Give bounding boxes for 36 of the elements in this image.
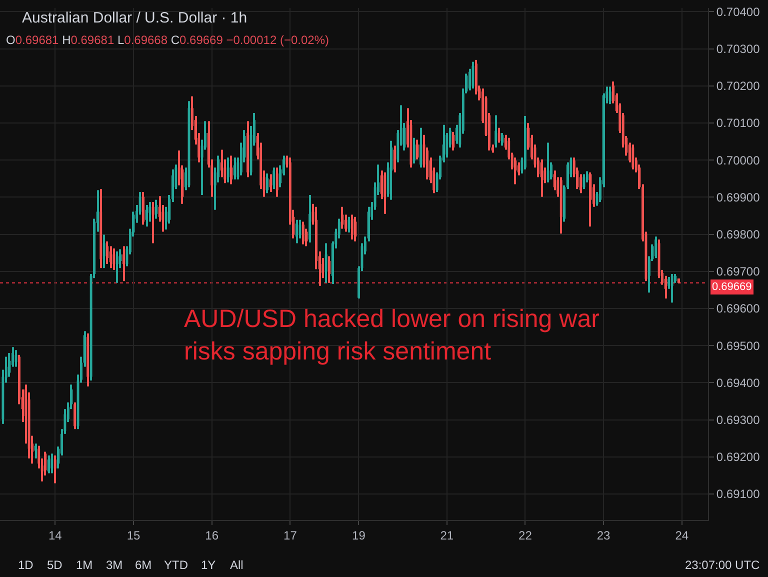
y-tick-label: 0.69500 — [716, 338, 760, 353]
y-tick-label: 0.69400 — [716, 376, 760, 390]
annotation: AUD/USD hacked lower on rising war risks sapping risk sentiment — [184, 305, 600, 366]
x-tick-label: 14 — [48, 528, 62, 542]
x-tick-label: 21 — [440, 528, 454, 542]
x-tick-label: 22 — [518, 528, 532, 542]
y-tick-label: 0.70100 — [716, 116, 760, 130]
text: 3M — [106, 558, 123, 572]
x-tick-label: 19 — [352, 528, 366, 542]
y-tick-label: 0.69600 — [716, 302, 760, 316]
x-tick-label: 16 — [205, 528, 219, 542]
y-tick-label: 0.69300 — [716, 413, 760, 428]
text: 23:07:00 UTC — [685, 558, 760, 572]
chart-title: Australian Dollar / U.S. Dollar · 1h — [22, 9, 248, 26]
x-tick-label: 23 — [596, 528, 611, 542]
y-tick-label: 0.69800 — [716, 228, 760, 242]
y-tick-label: 0.70400 — [716, 4, 760, 19]
text: 1D — [18, 558, 34, 572]
y-tick-label: 0.69900 — [716, 190, 760, 204]
x-tick-label: 17 — [284, 528, 298, 542]
text: All — [230, 558, 244, 572]
y-tick-label: 0.70000 — [716, 153, 760, 168]
y-tick-label: 0.70300 — [716, 42, 760, 56]
y-tick-label: 0.69100 — [716, 487, 760, 502]
text: 1Y — [201, 558, 216, 572]
x-tick-label: 24 — [675, 528, 689, 542]
y-tick-label: 0.69200 — [716, 450, 760, 464]
ref-line-label: 0.69669 — [712, 281, 752, 293]
y-tick-label: 0.70200 — [716, 79, 760, 94]
text: 6M — [135, 558, 152, 572]
text: YTD — [164, 558, 188, 572]
y-tick-label: 0.69700 — [716, 264, 760, 279]
text: 1M — [76, 558, 93, 572]
text: 5D — [47, 558, 63, 572]
text: O0.69681 H0.69681 L0.69668 C0.69669 −0.00012 (−0.02%) — [6, 33, 329, 47]
x-tick-label: 15 — [126, 528, 140, 542]
